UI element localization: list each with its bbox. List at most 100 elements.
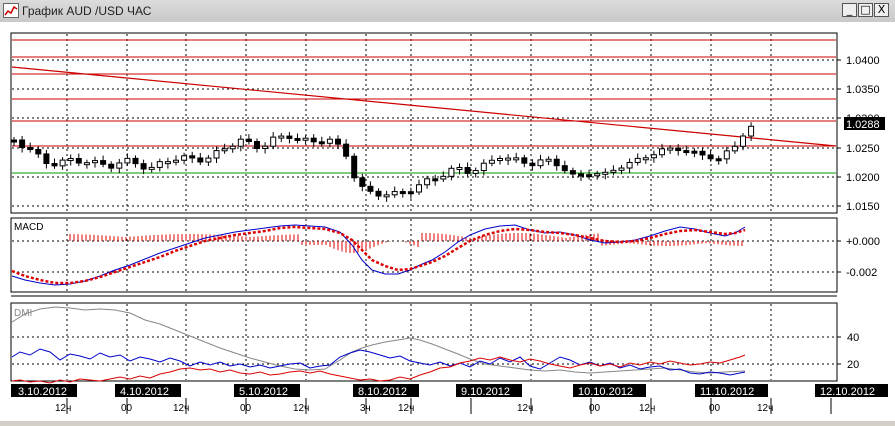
candle-body bbox=[448, 167, 455, 177]
candle-body bbox=[748, 125, 755, 137]
price-axis-label: 1.0350 bbox=[846, 84, 880, 96]
hour-label: 12ч bbox=[55, 403, 71, 414]
candle-body bbox=[472, 170, 479, 174]
candle-body bbox=[75, 158, 82, 164]
candle-body bbox=[659, 148, 665, 156]
candle-body bbox=[488, 159, 495, 164]
candle-body bbox=[367, 185, 374, 192]
candle-body bbox=[586, 174, 593, 178]
candle-body bbox=[164, 161, 171, 165]
candle-body bbox=[11, 139, 17, 143]
macd-panel[interactable]: MACD +0.000 -0.002 bbox=[10, 217, 880, 293]
minimize-button[interactable]: _ bbox=[842, 3, 857, 17]
candle-body bbox=[132, 157, 139, 165]
candle-body bbox=[229, 145, 236, 150]
dmi-panel[interactable]: DMI 40 20 bbox=[10, 302, 859, 384]
macd-axis-label: +0.000 bbox=[846, 236, 880, 248]
chart-app-icon bbox=[3, 3, 19, 18]
candle-body bbox=[140, 163, 147, 170]
date-label: 12.10.2012 bbox=[820, 386, 875, 398]
trend-line bbox=[11, 66, 837, 147]
date-label: 3.10.2012 bbox=[18, 386, 67, 398]
time-axis-ticks bbox=[66, 398, 832, 414]
macd-signal-line bbox=[11, 225, 746, 285]
time-axis: 3.10.2012 4.10.2012 5.10.2012 8.10.2012 … bbox=[11, 384, 888, 414]
date-label: 10.10.2012 bbox=[578, 386, 633, 398]
candle-body bbox=[683, 150, 690, 154]
chart-area[interactable]: 1.0400 1.0350 1.0300 1.0250 1.0200 1.015… bbox=[0, 22, 895, 421]
candle-body bbox=[432, 178, 439, 182]
candle-body bbox=[731, 145, 738, 152]
candle-body bbox=[286, 135, 293, 139]
dmi-label: DMI bbox=[14, 308, 32, 319]
close-button[interactable]: X bbox=[874, 3, 889, 17]
candle-body bbox=[650, 154, 657, 159]
price-axis-label: 1.0400 bbox=[846, 55, 880, 67]
dmi-axis-label: 40 bbox=[847, 332, 859, 344]
candle-body bbox=[602, 171, 609, 175]
hour-label: 00 bbox=[709, 403, 721, 414]
candle-body bbox=[521, 157, 528, 164]
candle-body bbox=[553, 158, 560, 167]
candle-body bbox=[302, 137, 309, 141]
macd-axis-label: -0.002 bbox=[846, 267, 877, 279]
candle-body bbox=[642, 157, 649, 161]
hour-label: 12ч bbox=[173, 403, 189, 414]
price-panel[interactable]: 1.0400 1.0350 1.0300 1.0250 1.0200 1.015… bbox=[10, 32, 885, 214]
candle-body bbox=[108, 163, 115, 169]
candle-body bbox=[569, 170, 576, 175]
candle-body bbox=[221, 148, 228, 152]
candle-body bbox=[456, 166, 463, 170]
candle-body bbox=[707, 154, 714, 160]
candle-body bbox=[513, 157, 520, 161]
price-axis-label: 1.0150 bbox=[846, 201, 880, 213]
resistance-lines bbox=[12, 39, 836, 147]
maximize-button[interactable]: □ bbox=[858, 3, 873, 17]
candle-body bbox=[440, 175, 447, 180]
candle-body bbox=[148, 166, 155, 170]
date-label: 11.10.2012 bbox=[700, 386, 754, 398]
candle-body bbox=[618, 167, 625, 171]
candle-body bbox=[561, 165, 568, 172]
candle-body bbox=[27, 147, 34, 151]
candle-body bbox=[310, 137, 317, 143]
candle-body bbox=[634, 157, 641, 163]
candle-body bbox=[237, 138, 244, 147]
hour-label: 12ч bbox=[757, 403, 773, 414]
candle-body bbox=[723, 150, 730, 160]
candle-body bbox=[197, 157, 204, 163]
candle-body bbox=[83, 162, 90, 166]
candle-body bbox=[545, 158, 552, 162]
candle-body bbox=[537, 159, 544, 167]
candle-body bbox=[59, 159, 66, 167]
macd-grid bbox=[12, 219, 836, 291]
candle-body bbox=[51, 163, 58, 167]
date-label: 9.10.2012 bbox=[461, 386, 510, 398]
price-grid bbox=[12, 34, 836, 212]
candle-body bbox=[343, 143, 350, 157]
candle-body bbox=[626, 161, 633, 169]
candle-body bbox=[205, 157, 212, 163]
window-title: График AUD /USD ЧАС bbox=[22, 4, 152, 18]
hour-label: 12ч bbox=[639, 403, 655, 414]
candle-body bbox=[375, 190, 382, 197]
candle-body bbox=[294, 137, 301, 141]
candle-body bbox=[278, 135, 285, 139]
candle-body bbox=[67, 158, 74, 162]
candle-body bbox=[424, 178, 431, 186]
date-label: 5.10.2012 bbox=[239, 386, 288, 398]
candle-body bbox=[464, 166, 471, 174]
candle-body bbox=[116, 162, 123, 169]
adx-line bbox=[11, 306, 746, 374]
candle-body bbox=[578, 173, 584, 177]
price-axis-label: 1.0250 bbox=[846, 143, 880, 155]
hour-label: 00 bbox=[589, 403, 601, 414]
candle-body bbox=[480, 162, 487, 172]
candle-body bbox=[189, 155, 196, 159]
price-axis: 1.0400 1.0350 1.0300 1.0250 1.0200 1.015… bbox=[837, 55, 880, 213]
candle-body bbox=[245, 138, 252, 143]
macd-axis: +0.000 -0.002 bbox=[837, 236, 880, 279]
date-label: 8.10.2012 bbox=[358, 386, 407, 398]
candle-body bbox=[100, 160, 107, 165]
macd-label: MACD bbox=[14, 222, 43, 233]
